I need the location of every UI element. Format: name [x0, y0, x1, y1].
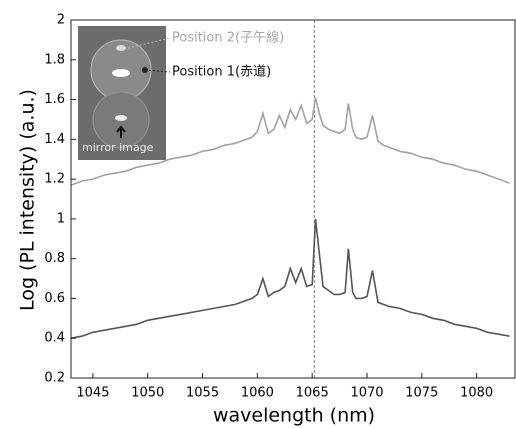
- plot-frame: [70, 19, 516, 379]
- y-tick-label: 1.2: [44, 172, 65, 187]
- inset-photo: Position 2(子午線) Position 1(赤道) mirror im…: [78, 26, 284, 160]
- y-tick-label: 0.8: [44, 251, 65, 266]
- inset-spot: [115, 115, 127, 121]
- x-axis-label: wavelength (nm): [213, 405, 375, 427]
- y-tick-label: 0.2: [44, 371, 65, 386]
- x-tick-label: 1075: [405, 386, 438, 401]
- y-tick-label: 1.4: [44, 132, 65, 147]
- y-tick-label: 2: [57, 13, 65, 28]
- y-axis-label: Log (PL intensity) (a.u.): [17, 89, 39, 311]
- annotation: Position 2(子午線): [172, 30, 284, 46]
- y-tick-label: 1.8: [44, 52, 65, 67]
- y-tick-label: 0.6: [44, 291, 65, 306]
- leader-line: [127, 37, 171, 49]
- y-tick-label: 0.4: [44, 331, 65, 346]
- leader-line: [144, 69, 171, 73]
- x-tick-label: 1080: [460, 386, 493, 401]
- x-tick-label: 1050: [131, 386, 164, 401]
- x-tick-label: 1065: [296, 386, 329, 401]
- annotation: Position 1(赤道): [172, 65, 271, 80]
- x-tick-label: 1055: [186, 386, 219, 401]
- inset-arrow: [116, 125, 126, 138]
- x-tick-label: 1070: [350, 386, 383, 401]
- y-tick-label: 1: [57, 211, 65, 226]
- y-tick-label: 1.6: [44, 92, 65, 107]
- inset-spot: [116, 45, 126, 51]
- x-tick-label: 1060: [241, 386, 274, 401]
- data-line: [70, 218, 510, 339]
- annotation: mirror image: [82, 141, 154, 154]
- data-line: [70, 97, 510, 186]
- x-tick-label: 1045: [76, 386, 109, 401]
- inset-spot: [112, 69, 130, 77]
